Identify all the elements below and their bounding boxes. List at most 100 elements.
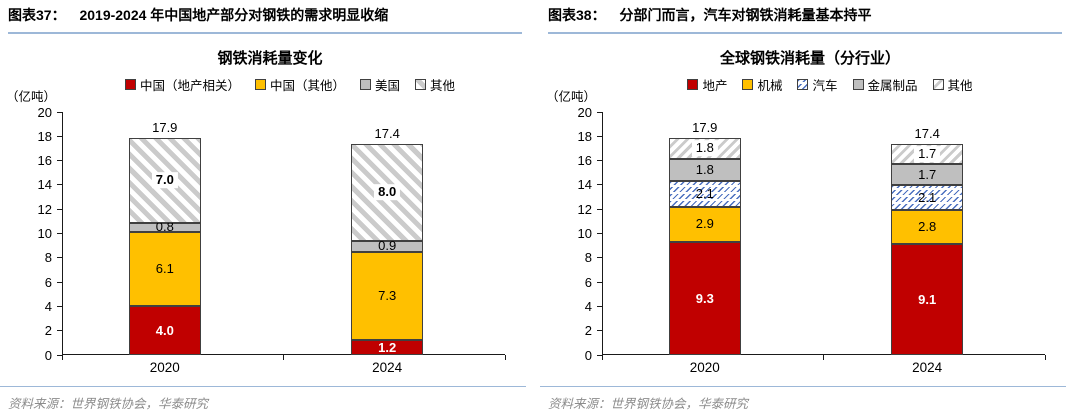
legend-marker-gold bbox=[254, 79, 266, 90]
ytick-label: 8 bbox=[584, 250, 592, 266]
segment-value-label: 0.9 bbox=[378, 238, 397, 254]
segment-value-label: 1.2 bbox=[378, 339, 397, 355]
segment-value-label: 4.0 bbox=[155, 322, 174, 338]
bar-total-label: 17.4 bbox=[374, 125, 400, 141]
legend-marker-hatch-blue bbox=[797, 79, 809, 90]
ytick-label: 4 bbox=[584, 298, 592, 314]
legend-item: 中国（地产相关） bbox=[124, 75, 240, 94]
x-category-label: 2024 bbox=[912, 360, 943, 375]
legend-item: 其他 bbox=[415, 75, 455, 94]
ytick-label: 12 bbox=[577, 201, 592, 217]
segment-汽车: 2.1 bbox=[668, 181, 741, 207]
segment-中国（地产相关）: 4.0 bbox=[128, 306, 201, 355]
legend-item: 中国（其他） bbox=[254, 75, 345, 94]
ytick-label: 2 bbox=[44, 323, 52, 339]
segment-地产: 9.1 bbox=[891, 244, 964, 355]
ytick-label: 4 bbox=[44, 298, 52, 314]
figure-header: 图表37： 2019-2024 年中国地产部分对钢铁的需求明显收缩 bbox=[8, 6, 522, 34]
segment-机械: 2.8 bbox=[891, 210, 964, 245]
chart-title: 钢铁消耗量变化 bbox=[217, 50, 323, 67]
bar-2020: 9.3 2.9 2.1 1.8 1.8 bbox=[668, 137, 741, 355]
legend-marker-gray bbox=[360, 79, 371, 90]
bar-2024: 9.1 2.8 2.1 1.7 1.7 bbox=[891, 143, 964, 355]
legend-label: 其他 bbox=[430, 79, 456, 93]
segment-value-label: 1.7 bbox=[918, 166, 937, 182]
segment-value-label: 2.1 bbox=[695, 186, 714, 202]
segment-value-label: 1.8 bbox=[691, 140, 718, 157]
source-note: 资料来源：世界钢铁协会，华泰研究 bbox=[8, 396, 209, 411]
segment-value-label: 7.0 bbox=[151, 172, 178, 188]
figure-headline: 2019-2024 年中国地产部分对钢铁的需求明显收缩 bbox=[79, 7, 389, 23]
ytick-label: 0 bbox=[44, 347, 52, 363]
legend-label: 中国（其他） bbox=[269, 79, 345, 93]
xtick-mark bbox=[283, 355, 284, 360]
chart-legend: 地产 机械 汽车 金属制品 其他 bbox=[588, 75, 1072, 94]
segment-其他: 7.0 bbox=[128, 137, 201, 223]
ytick-mark bbox=[57, 208, 62, 210]
segment-金属制品: 1.7 bbox=[891, 164, 964, 185]
ytick-mark bbox=[597, 257, 602, 259]
ytick-mark bbox=[57, 257, 62, 259]
plot-area bbox=[602, 112, 1045, 355]
segment-中国（其他）: 7.3 bbox=[351, 251, 424, 341]
legend-label: 美国 bbox=[375, 79, 401, 93]
legend-label: 汽车 bbox=[812, 79, 838, 93]
segment-汽车: 2.1 bbox=[891, 184, 964, 211]
segment-美国: 0.8 bbox=[128, 219, 201, 235]
segment-value-label: 1.8 bbox=[695, 162, 714, 178]
ytick-mark bbox=[57, 354, 62, 356]
ytick-mark bbox=[597, 160, 602, 162]
xtick-mark bbox=[504, 355, 506, 360]
legend-item: 其他 bbox=[932, 75, 973, 94]
ytick-mark bbox=[57, 305, 62, 307]
y-axis-unit-label: （亿吨） bbox=[546, 90, 597, 104]
segment-中国（地产相关）: 1.2 bbox=[351, 339, 424, 355]
segment-其他: 1.8 bbox=[668, 137, 741, 160]
ytick-mark bbox=[57, 135, 62, 137]
ytick-label: 12 bbox=[37, 201, 52, 217]
segment-value-label: 9.3 bbox=[695, 290, 714, 306]
source-divider bbox=[540, 386, 1066, 387]
xtick-mark bbox=[61, 355, 63, 360]
source-note: 资料来源：世界钢铁协会，华泰研究 bbox=[548, 396, 749, 411]
ytick-mark bbox=[57, 233, 62, 234]
legend-item: 机械 bbox=[742, 75, 782, 94]
legend-item: 汽车 bbox=[797, 75, 838, 94]
ytick-mark bbox=[57, 330, 62, 332]
legend-marker-red bbox=[687, 79, 699, 90]
legend-item: 地产 bbox=[687, 75, 727, 94]
figure-number-label: 图表38： bbox=[548, 7, 606, 23]
legend-item: 美国 bbox=[360, 75, 400, 94]
ytick-mark bbox=[57, 160, 62, 162]
bar-2024: 1.2 7.3 0.9 8.0 bbox=[351, 143, 424, 355]
figure-38-panel: 图表38： 分部门而言，汽车对钢铁消耗量基本持平 全球钢铁消耗量（分行业） 地产… bbox=[540, 0, 1080, 420]
ytick-label: 14 bbox=[577, 177, 592, 193]
chart-title: 全球钢铁消耗量（分行业） bbox=[719, 50, 900, 67]
bar-2020: 4.0 6.1 0.8 7.0 bbox=[128, 137, 201, 355]
segment-金属制品: 1.8 bbox=[668, 159, 741, 182]
segment-value-label: 2.9 bbox=[695, 216, 714, 232]
chart-legend: 中国（地产相关） 中国（其他） 美国 其他 bbox=[48, 75, 532, 94]
ytick-label: 20 bbox=[577, 104, 592, 120]
xtick-mark bbox=[601, 355, 603, 360]
legend-label: 中国（地产相关） bbox=[139, 79, 240, 93]
legend-label: 其他 bbox=[947, 79, 973, 93]
segment-其他: 1.7 bbox=[891, 143, 964, 165]
legend-marker-hatch-gray bbox=[415, 79, 427, 90]
source-divider bbox=[0, 386, 526, 387]
segment-value-label: 1.7 bbox=[914, 146, 941, 162]
ytick-label: 10 bbox=[577, 226, 592, 241]
xtick-mark bbox=[823, 355, 824, 360]
segment-中国（其他）: 6.1 bbox=[128, 232, 201, 307]
ytick-mark bbox=[57, 111, 62, 113]
ytick-label: 0 bbox=[584, 347, 592, 363]
segment-美国: 0.9 bbox=[351, 238, 424, 254]
segment-地产: 9.3 bbox=[668, 242, 741, 355]
ytick-label: 16 bbox=[577, 153, 592, 169]
segment-value-label: 0.8 bbox=[155, 219, 174, 235]
plot-area bbox=[62, 112, 505, 355]
legend-marker-gold bbox=[742, 79, 754, 90]
legend-label: 机械 bbox=[757, 79, 783, 93]
ytick-mark bbox=[597, 208, 602, 210]
